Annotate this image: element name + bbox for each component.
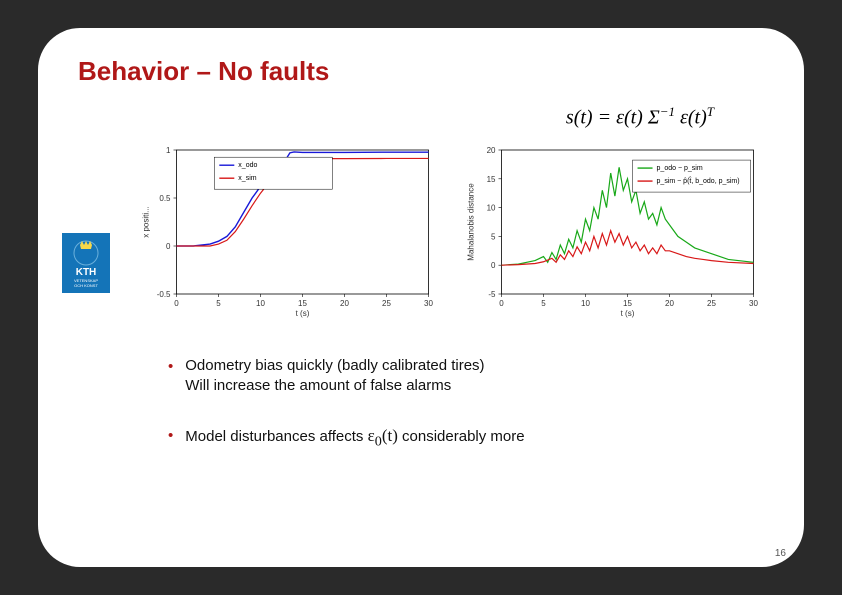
svg-text:5: 5	[216, 299, 221, 308]
svg-text:p_odo − p_sim: p_odo − p_sim	[657, 165, 703, 172]
svg-text:-5: -5	[488, 290, 496, 299]
svg-text:5: 5	[541, 299, 546, 308]
kth-logo: KTH VETENSKAP OCH KONST	[62, 233, 110, 293]
svg-text:20: 20	[665, 299, 674, 308]
svg-text:1: 1	[166, 146, 171, 155]
svg-text:10: 10	[581, 299, 590, 308]
svg-text:15: 15	[623, 299, 632, 308]
svg-text:-0.5: -0.5	[157, 290, 171, 299]
bullet-text: Model disturbances affects ε0(t) conside…	[185, 425, 704, 452]
svg-text:0: 0	[174, 299, 179, 308]
bullet-text: Odometry bias quickly (badly calibrated …	[185, 356, 704, 397]
svg-text:Mahalanobis distance: Mahalanobis distance	[467, 183, 476, 261]
slide: Behavior – No faults s(t) = ε(t) Σ−1 ε(t…	[38, 28, 804, 567]
svg-text:t (s): t (s)	[296, 309, 310, 318]
svg-text:15: 15	[298, 299, 307, 308]
chart-left: 051015202530-0.500.51t (s)x positi...x_o…	[138, 140, 439, 320]
svg-text:x_sim: x_sim	[238, 175, 256, 182]
charts-row: 051015202530-0.500.51t (s)x positi...x_o…	[138, 140, 764, 320]
chart-right: 051015202530-505101520t (s)Mahalanobis d…	[463, 140, 764, 320]
svg-text:KTH: KTH	[76, 267, 97, 278]
svg-text:30: 30	[424, 299, 433, 308]
svg-text:0.5: 0.5	[159, 194, 171, 203]
svg-text:0: 0	[166, 242, 171, 251]
svg-text:20: 20	[487, 146, 496, 155]
bullet-item: • Model disturbances affects ε0(t) consid…	[168, 425, 704, 452]
equation: s(t) = ε(t) Σ−1 ε(t)T	[566, 104, 714, 130]
bullet-list: • Odometry bias quickly (badly calibrated…	[168, 356, 704, 479]
svg-text:0: 0	[491, 261, 496, 270]
svg-text:x_odo: x_odo	[238, 162, 257, 169]
page-number: 16	[775, 548, 786, 559]
svg-text:5: 5	[491, 232, 496, 241]
svg-text:OCH KONST: OCH KONST	[74, 283, 98, 288]
svg-text:20: 20	[340, 299, 349, 308]
svg-text:10: 10	[487, 204, 496, 213]
svg-text:15: 15	[487, 175, 496, 184]
svg-text:25: 25	[707, 299, 716, 308]
bullet-item: • Odometry bias quickly (badly calibrated…	[168, 356, 704, 397]
svg-text:p_sim − p̂(t̂, b_odo, p_sim): p_sim − p̂(t̂, b_odo, p_sim)	[657, 177, 740, 185]
svg-text:30: 30	[749, 299, 758, 308]
svg-text:10: 10	[256, 299, 265, 308]
bullet-dot: •	[168, 358, 173, 375]
bullet-dot: •	[168, 427, 173, 444]
svg-text:x positi...: x positi...	[142, 206, 151, 238]
slide-title: Behavior – No faults	[38, 28, 804, 95]
svg-text:t (s): t (s)	[621, 309, 635, 318]
svg-text:25: 25	[382, 299, 391, 308]
svg-text:0: 0	[499, 299, 504, 308]
